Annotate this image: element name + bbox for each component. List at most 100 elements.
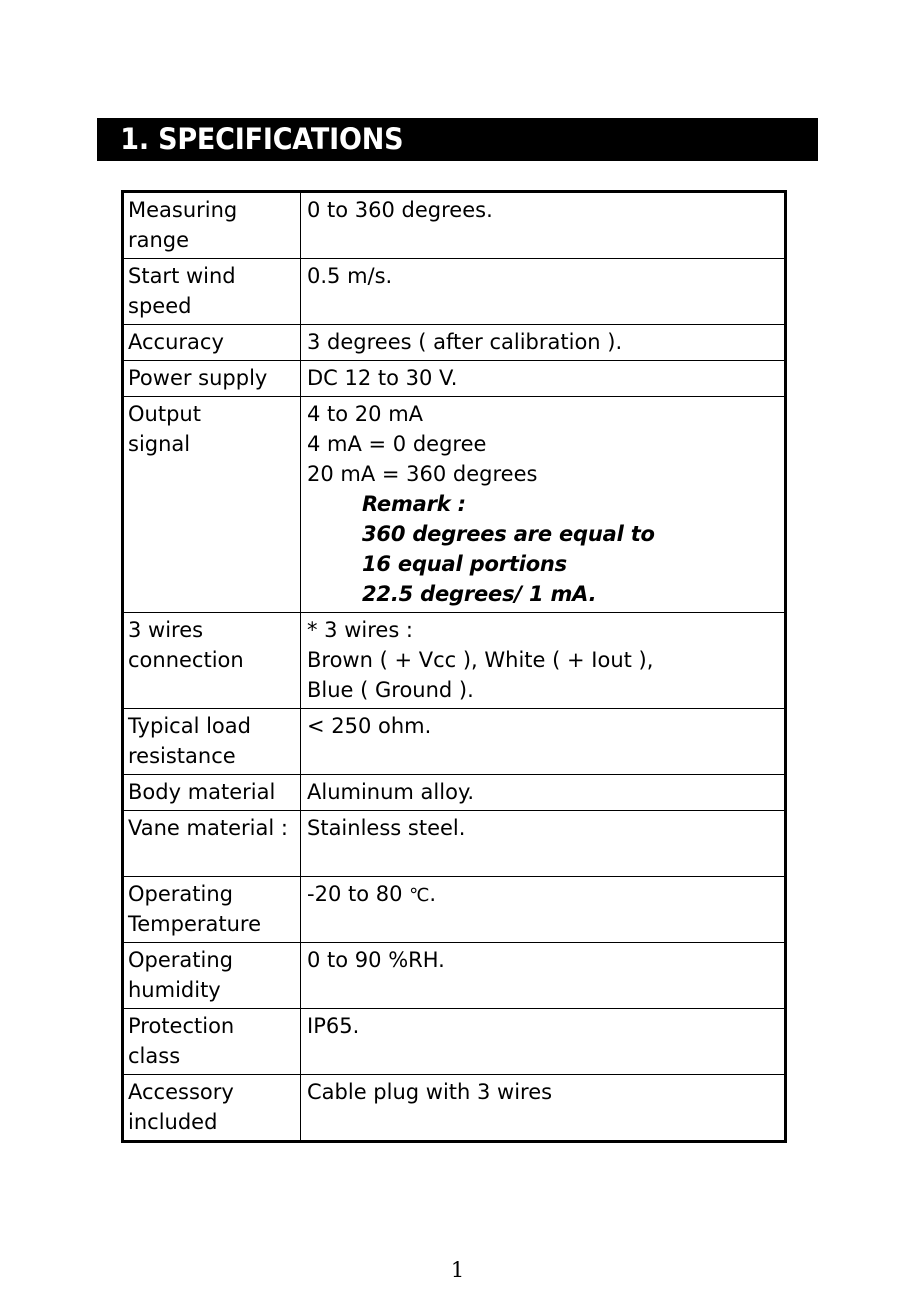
- spec-value-line: 16 equal portions: [362, 552, 567, 576]
- spec-label-text: Start wind speed: [124, 259, 300, 324]
- spec-value-text: -20 to 80 ℃.: [301, 877, 784, 942]
- spec-value-line: Stainless steel.: [307, 816, 466, 840]
- spec-value-cell: DC 12 to 30 V.: [300, 360, 786, 397]
- spec-value-line: Blue ( Ground ).: [307, 678, 474, 702]
- spec-value-cell: 0 to 360 degrees.: [300, 191, 786, 259]
- spec-label-line: Operating: [128, 882, 233, 906]
- spec-label-line: [128, 519, 300, 549]
- table-row: Accessory included Cable plug with 3 wires: [122, 1074, 786, 1142]
- spec-label-line: [128, 579, 300, 609]
- spec-label-line: Accessory: [128, 1080, 234, 1104]
- spec-value-text: 0 to 360 degrees.: [301, 193, 784, 258]
- spec-label-text: Measuring range: [124, 193, 300, 258]
- spec-label-line: 3 wires: [128, 618, 204, 642]
- spec-label-text: 3 wires connection: [124, 613, 300, 708]
- spec-label-text: Accessory included: [124, 1075, 300, 1140]
- spec-label-cell: 3 wires connection: [122, 612, 301, 709]
- spec-value-line: Cable plug with 3 wires: [307, 1080, 553, 1104]
- spec-label-line: Accuracy: [128, 330, 224, 354]
- spec-label-cell: Vane material :: [122, 810, 301, 877]
- spec-label-cell: Accessory included: [122, 1074, 301, 1142]
- spec-label-line: resistance: [128, 744, 236, 768]
- spec-label-line: humidity: [128, 978, 221, 1002]
- spec-value-cell: 0.5 m/s.: [300, 258, 786, 325]
- spec-label-cell: Typical load resistance: [122, 708, 301, 775]
- spec-label-line: speed: [128, 294, 192, 318]
- table-row: Operating Temperature -20 to 80 ℃.: [122, 876, 786, 943]
- spec-label-line: [128, 549, 300, 579]
- spec-value-line: 22.5 degrees/ 1 mA.: [362, 582, 597, 606]
- spec-label-line: Operating: [128, 948, 233, 972]
- spec-value-line: 20 mA = 360 degrees: [307, 462, 538, 486]
- spec-value-text: 0 to 90 %RH.: [301, 943, 784, 1008]
- spec-value-line: < 250 ohm.: [307, 714, 432, 738]
- table-row: Typical load resistance < 250 ohm.: [122, 708, 786, 775]
- spec-label-text: Body material: [124, 775, 300, 810]
- spec-label-line: Power supply: [128, 366, 268, 390]
- spec-value-line: -20 to 80 ℃.: [307, 882, 437, 906]
- table-row: Operating humidity 0 to 90 %RH.: [122, 942, 786, 1009]
- spec-value-line: 360 degrees are equal to: [362, 522, 655, 546]
- spec-value-line: Aluminum alloy.: [307, 780, 475, 804]
- spec-value-line: IP65.: [307, 1014, 360, 1038]
- spec-label-text: Operating Temperature: [124, 877, 300, 942]
- spec-label-line: Output: [128, 402, 201, 426]
- section-heading: 1. SPECIFICATIONS: [120, 122, 404, 156]
- spec-value-line: 0 to 360 degrees.: [307, 198, 493, 222]
- specifications-table: Measuring range 0 to 360 degrees. Start wi…: [121, 190, 787, 1143]
- spec-label-line: Body material: [128, 780, 276, 804]
- spec-value-line: 3 degrees ( after calibration ).: [307, 330, 623, 354]
- spec-value-cell: IP65.: [300, 1008, 786, 1075]
- spec-value-line: [307, 1041, 784, 1071]
- spec-label-cell: Measuring range: [122, 191, 301, 259]
- page-number: 1: [450, 1258, 465, 1282]
- spec-value-line: DC 12 to 30 V.: [307, 366, 458, 390]
- section-header-bar: 1. SPECIFICATIONS: [97, 118, 818, 161]
- spec-value-line: Remark :: [362, 492, 466, 516]
- spec-value-line: 4 to 20 mA: [307, 402, 424, 426]
- table-row: Power supply DC 12 to 30 V.: [122, 360, 786, 397]
- spec-value-cell: Aluminum alloy.: [300, 774, 786, 811]
- degree-celsius-symbol: ℃: [409, 885, 430, 906]
- spec-value-line: [307, 291, 784, 321]
- spec-value-cell: -20 to 80 ℃.: [300, 876, 786, 943]
- spec-value-line: [307, 225, 784, 255]
- spec-label-text: Vane material :: [124, 811, 300, 876]
- spec-value-cell: 4 to 20 mA 4 mA = 0 degree 20 mA = 360 deg…: [300, 396, 786, 613]
- spec-label-line: Protection: [128, 1014, 235, 1038]
- spec-value-text: < 250 ohm.: [301, 709, 784, 774]
- spec-value-line: 0.5 m/s.: [307, 264, 393, 288]
- spec-value-text: 0.5 m/s.: [301, 259, 784, 324]
- spec-value-cell: 0 to 90 %RH.: [300, 942, 786, 1009]
- table-row: Measuring range 0 to 360 degrees.: [122, 191, 786, 259]
- spec-value-line: * 3 wires :: [307, 618, 414, 642]
- spec-label-line: Vane material :: [128, 816, 288, 840]
- spec-value-text: IP65.: [301, 1009, 784, 1074]
- spec-value-line: [307, 909, 784, 939]
- table-row: Body material Aluminum alloy.: [122, 774, 786, 811]
- table-row: Vane material : Stainless steel.: [122, 810, 786, 877]
- spec-label-line: included: [128, 1110, 218, 1134]
- spec-value-text: DC 12 to 30 V.: [301, 361, 784, 396]
- spec-label-cell: Operating humidity: [122, 942, 301, 1009]
- spec-label-text: Accuracy: [124, 325, 300, 360]
- spec-label-cell: Body material: [122, 774, 301, 811]
- spec-value-text: Aluminum alloy.: [301, 775, 784, 810]
- spec-label-cell: Power supply: [122, 360, 301, 397]
- table-row: Start wind speed 0.5 m/s.: [122, 258, 786, 325]
- spec-label-line: [128, 675, 300, 705]
- spec-value-cell: * 3 wires : Brown ( + Vcc ), White ( + Io…: [300, 612, 786, 709]
- spec-label-line: Measuring: [128, 198, 238, 222]
- spec-label-cell: Output signal: [122, 396, 301, 613]
- spec-label-text: Typical load resistance: [124, 709, 300, 774]
- spec-value-cell: 3 degrees ( after calibration ).: [300, 324, 786, 361]
- spec-label-cell: Operating Temperature: [122, 876, 301, 943]
- spec-label-line: class: [128, 1044, 181, 1068]
- spec-value-line: 4 mA = 0 degree: [307, 432, 487, 456]
- spec-label-line: Temperature: [128, 912, 262, 936]
- spec-value-text: * 3 wires : Brown ( + Vcc ), White ( + Io…: [301, 613, 784, 708]
- table-row: Accuracy 3 degrees ( after calibration ).: [122, 324, 786, 361]
- spec-value-text: 4 to 20 mA 4 mA = 0 degree 20 mA = 360 deg…: [301, 397, 784, 612]
- spec-value-line: [307, 741, 784, 771]
